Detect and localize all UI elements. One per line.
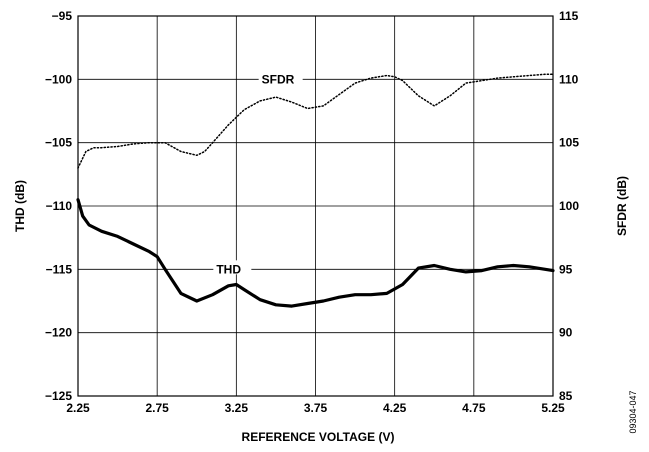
series-label-bg: [213, 260, 252, 275]
series-label-bg: [258, 70, 303, 85]
x-tick-label: 2.25: [66, 401, 90, 415]
x-tick-label: 4.25: [383, 401, 407, 415]
y-right-tick-label: 95: [559, 262, 573, 276]
figure-id: 09304-047: [628, 390, 638, 433]
y-left-tick-label: −110: [46, 199, 73, 213]
y-right-tick-label: 105: [559, 136, 579, 150]
y-right-axis-title: SFDR (dB): [615, 176, 629, 236]
x-tick-label: 5.25: [541, 401, 565, 415]
y-left-tick-label: −115: [46, 262, 73, 276]
x-tick-label: 4.75: [462, 401, 486, 415]
plot-frame: [77, 15, 554, 397]
y-left-tick-labels: −95 −100 −105 −110 −115 −120 −125: [45, 9, 72, 403]
y-right-tick-label: 100: [559, 199, 579, 213]
x-tick-label: 2.75: [145, 401, 169, 415]
x-tick-labels: 2.25 2.75 3.25 3.75 4.25 4.75 5.25: [66, 401, 565, 415]
x-axis-title: REFERENCE VOLTAGE (V): [242, 430, 395, 444]
y-right-tick-label: 110: [559, 72, 579, 86]
y-right-tick-label: 90: [559, 326, 573, 340]
grid-lines: [78, 16, 553, 396]
y-right-tick-label: 85: [559, 389, 573, 403]
series-line-sfdr: [77, 73, 554, 169]
series-line-thd: [76, 198, 555, 308]
y-right-tick-label: 115: [559, 9, 579, 23]
y-left-tick-label: −120: [45, 326, 72, 340]
series-layer: [76, 73, 555, 308]
series-label-thd: THD: [216, 262, 241, 276]
y-left-tick-label: −105: [45, 136, 72, 150]
x-tick-label: 3.25: [225, 401, 249, 415]
x-tick-label: 3.75: [304, 401, 328, 415]
y-left-tick-label: −125: [45, 389, 72, 403]
y-left-tick-label: −100: [45, 72, 72, 86]
y-left-axis-title: THD (dB): [13, 180, 27, 232]
y-left-tick-label: −95: [52, 9, 73, 23]
y-right-tick-labels: 115 110 105 100 95 90 85: [559, 9, 579, 403]
series-label-sfdr: SFDR: [262, 72, 295, 86]
series-labels: SFDR THD: [213, 70, 303, 276]
